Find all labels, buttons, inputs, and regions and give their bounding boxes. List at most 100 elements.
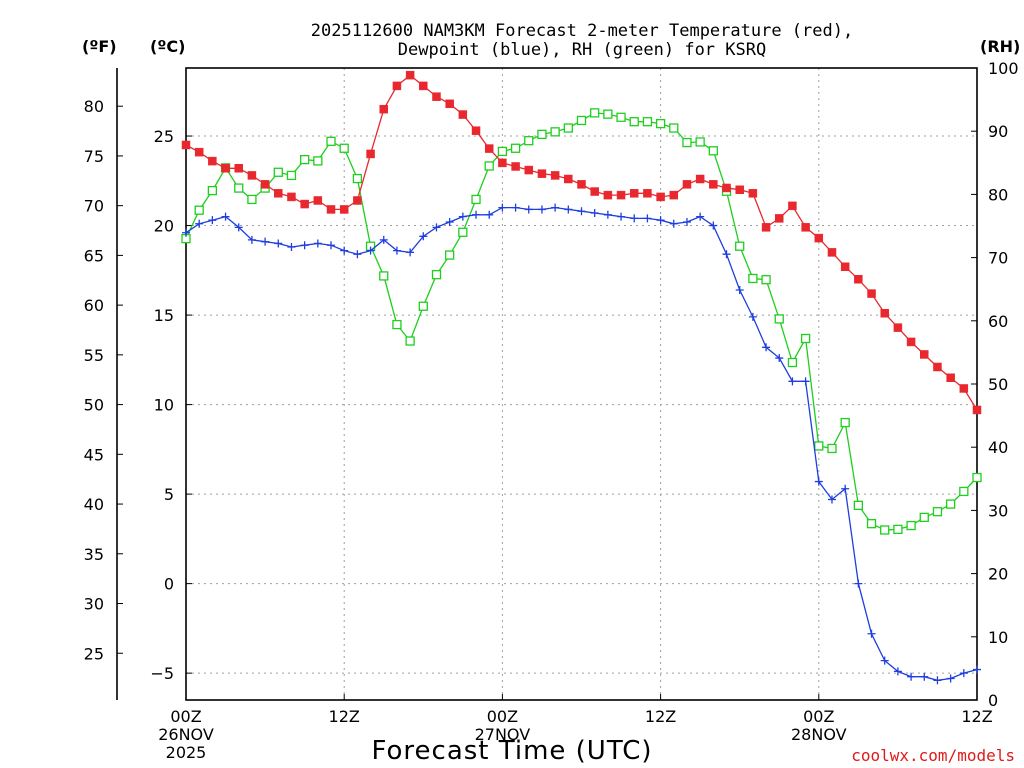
rh-point: [853, 500, 863, 510]
dewpoint-point: [445, 217, 454, 226]
temperature-point: [827, 248, 837, 257]
celsius-tick-label: 0: [164, 575, 174, 594]
temperature-point: [208, 156, 217, 166]
fahrenheit-tick-label: 70: [84, 197, 104, 216]
temperature-point: [432, 92, 441, 101]
rh-tick-label: 80: [988, 185, 1008, 204]
rh-tick-label: 100: [988, 59, 1019, 78]
rh-point: [827, 443, 837, 454]
rh-point: [471, 194, 481, 205]
dewpoint-point: [274, 239, 283, 248]
fahrenheit-tick-label: 65: [84, 246, 104, 265]
rh-point: [247, 194, 257, 205]
rh-point: [299, 154, 310, 165]
rh-tick-label: 60: [988, 312, 1008, 331]
temperature-point: [353, 196, 362, 205]
celsius-tick-label: 5: [164, 485, 174, 504]
rh-point: [313, 156, 323, 166]
dewpoint-point: [537, 205, 546, 214]
temperature-point: [801, 223, 810, 232]
credit-text: coolwx.com/models: [851, 746, 1015, 765]
dewpoint-point: [300, 241, 309, 250]
dewpoint-point: [327, 241, 336, 250]
rh-point: [207, 185, 218, 196]
dewpoint-point: [854, 579, 863, 588]
fahrenheit-tick-label: 40: [84, 495, 104, 514]
temperature-point: [221, 164, 230, 173]
dewpoint-point: [458, 212, 467, 221]
dewpoint-point: [630, 214, 639, 223]
rh-point: [326, 136, 336, 146]
temperature-point: [893, 323, 903, 332]
dewpoint-point: [841, 484, 850, 493]
x-tick-label: 28NOV: [791, 725, 847, 744]
dewpoint-point: [287, 243, 296, 252]
celsius-tick-label: 15: [154, 306, 174, 325]
temperature-point: [564, 174, 573, 184]
fahrenheit-tick-label: 75: [84, 147, 104, 166]
dewpoint-point: [682, 217, 691, 226]
dewpoint-point: [551, 203, 560, 212]
dewpoint-point: [485, 210, 494, 219]
rh-point: [405, 336, 415, 346]
temperature-point: [379, 104, 388, 114]
dewpoint-point: [696, 212, 705, 221]
dewpoint-point: [247, 235, 256, 244]
dewpoint-point: [392, 246, 401, 255]
temperature-point: [405, 70, 415, 80]
rh-point: [761, 275, 771, 285]
temperature-point: [643, 189, 652, 198]
temperature-point: [906, 337, 916, 347]
dewpoint-point: [748, 312, 757, 321]
temperature-point: [392, 81, 402, 91]
rh-point: [418, 301, 428, 311]
rh-point: [392, 319, 402, 330]
dewpoint-point: [762, 343, 771, 352]
dewpoint-point: [340, 246, 349, 255]
rh-tick-label: 0: [988, 691, 998, 710]
fahrenheit-tick-label: 50: [84, 396, 104, 415]
temperature-point: [709, 180, 718, 189]
rh-point: [866, 519, 877, 529]
x-tick-label: 12Z: [961, 707, 992, 726]
temperature-point: [629, 189, 639, 198]
rh-point: [550, 127, 560, 137]
rh-point: [431, 270, 442, 280]
temperature-point: [722, 183, 731, 193]
dewpoint-point: [261, 237, 270, 246]
dewpoint-point: [946, 674, 955, 683]
temperature-point: [590, 187, 599, 196]
rh-point: [695, 137, 705, 147]
rh-point: [906, 520, 916, 531]
rh-tick-label: 90: [988, 122, 1008, 141]
chart-title-line-1: 2025112600 NAM3KM Forecast 2-meter Tempe…: [311, 21, 853, 41]
series-plus-group: [182, 203, 981, 685]
rh-point: [735, 241, 745, 251]
temperature-point: [920, 350, 929, 359]
x-tick-label: 2025: [166, 743, 207, 762]
dewpoint-point: [195, 219, 204, 228]
rh-point: [945, 499, 956, 509]
rh-point: [379, 271, 389, 281]
temperature-point: [867, 289, 876, 298]
temperature-point: [656, 192, 665, 202]
temperature-point: [524, 165, 534, 175]
dewpoint-point: [617, 212, 626, 221]
dewpoint-point: [590, 209, 599, 218]
dewpoint-point: [564, 205, 573, 214]
temperature-point: [669, 190, 679, 200]
rh-tick-label: 10: [988, 628, 1008, 647]
temperature-point: [550, 171, 560, 180]
dewpoint-point: [801, 377, 810, 386]
rh-point: [286, 170, 297, 181]
dewpoint-point: [432, 223, 441, 232]
data-series: [181, 70, 982, 685]
rh-point: [234, 183, 244, 193]
temperature-point: [748, 189, 758, 198]
celsius-axis-label: (ºC): [150, 37, 185, 56]
dewpoint-point: [577, 207, 586, 216]
rh-point: [642, 117, 653, 127]
temperature-point: [445, 99, 454, 109]
series-filled-square-group: [181, 70, 982, 415]
